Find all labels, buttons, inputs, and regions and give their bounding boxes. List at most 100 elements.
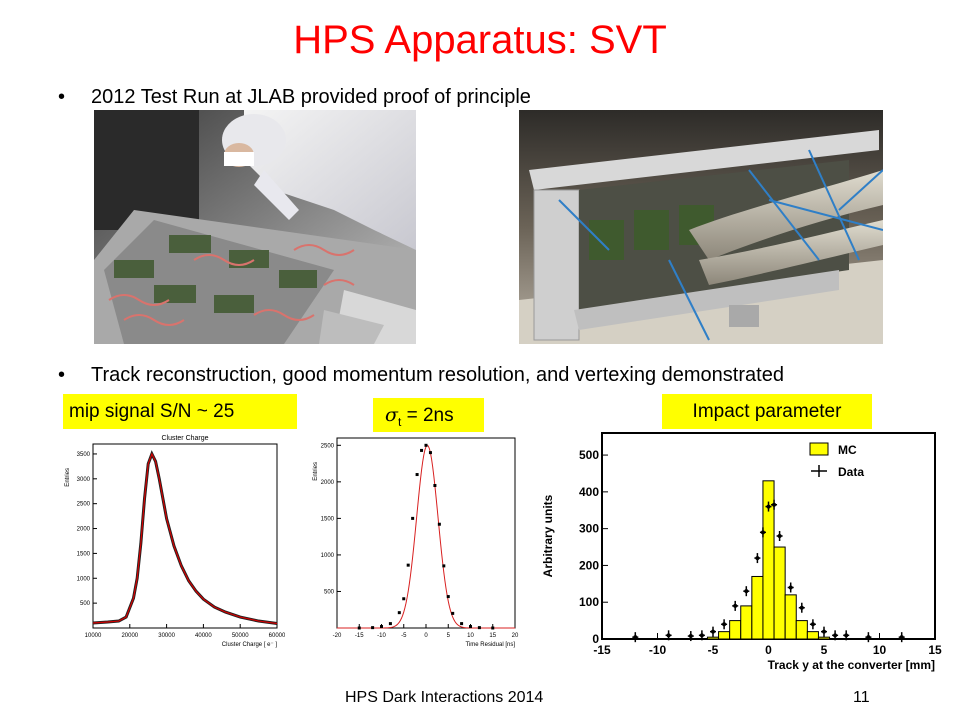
- x-tick-label: 5: [447, 633, 451, 639]
- x-tick-label: -20: [333, 633, 342, 639]
- x-tick-label: -5: [401, 633, 407, 639]
- data-point: [833, 633, 838, 638]
- data-point: [844, 633, 849, 638]
- chart-title: Cluster Charge: [161, 435, 208, 442]
- x-tick-label: -15: [593, 643, 611, 657]
- data-point: [415, 473, 419, 477]
- data-point: [766, 504, 771, 509]
- bullet-text: Track reconstruction, good momentum reso…: [91, 364, 784, 386]
- data-point: [428, 451, 432, 455]
- data-point: [633, 635, 638, 640]
- data-point: [424, 443, 428, 447]
- data-point: [388, 622, 392, 626]
- y-tick-label: 500: [324, 589, 335, 595]
- data-point: [777, 534, 782, 538]
- x-tick-label: -10: [377, 633, 386, 639]
- data-point: [469, 625, 472, 629]
- x-tick-label: 50000: [232, 633, 249, 639]
- bar-mc: [817, 636, 831, 640]
- data-point: [788, 585, 793, 590]
- x-tick-label: 5: [821, 643, 828, 657]
- y-tick-label: 1500: [77, 551, 91, 557]
- y-axis-label: Entries: [65, 468, 71, 487]
- data-point: [442, 564, 446, 568]
- bullet-item-1: • 2012 Test Run at JLAB provided proof o…: [58, 86, 531, 109]
- x-tick-label: 60000: [269, 633, 285, 639]
- x-tick-label: 20: [512, 633, 519, 639]
- data-point: [733, 603, 738, 608]
- x-tick-label: -10: [649, 643, 667, 657]
- page-number: 11: [853, 689, 870, 706]
- x-axis-label: Time Residual [ns]: [466, 642, 516, 648]
- bullet-text: 2012 Test Run at JLAB provided proof of …: [91, 86, 531, 108]
- y-tick-label: 3000: [77, 477, 91, 483]
- data-point: [477, 626, 481, 630]
- data-point: [380, 625, 383, 629]
- bar-mc: [806, 631, 819, 640]
- y-tick-label: 1000: [321, 553, 335, 559]
- chart-cluster-charge: 10000 20000 30000 40000 50000 60000 500 1000 150…: [55, 430, 286, 650]
- data-point: [406, 563, 410, 567]
- bar-mc: [729, 620, 742, 640]
- y-tick-label: 2000: [77, 527, 91, 533]
- photo-svt-assembly: [94, 110, 416, 344]
- data-point: [822, 629, 826, 634]
- data-point: [688, 634, 693, 639]
- y-tick-label: 500: [579, 448, 599, 462]
- y-tick-label: 2500: [77, 502, 91, 508]
- data-point: [711, 629, 715, 634]
- x-tick-label: -5: [708, 643, 719, 657]
- footer-text: HPS Dark Interactions 2014: [345, 689, 544, 706]
- data-point: [810, 622, 815, 627]
- data-point: [437, 522, 441, 526]
- legend-label-data: Data: [838, 465, 864, 479]
- y-tick-label: 2000: [321, 480, 335, 486]
- data-point: [666, 633, 671, 638]
- legend-label-mc: MC: [838, 443, 857, 457]
- x-axis-label: Track y at the converter [mm]: [768, 658, 935, 672]
- x-axis-label: Cluster Charge [ e⁻ ]: [222, 642, 278, 648]
- bar-mc: [751, 575, 764, 640]
- data-point: [357, 626, 361, 630]
- plot-frame: [336, 437, 516, 629]
- x-tick-label: 10000: [85, 633, 102, 639]
- x-tick-label: 10: [467, 633, 474, 639]
- y-tick-label: 1000: [77, 576, 91, 582]
- data-point: [433, 484, 437, 487]
- y-tick-label: 300: [579, 522, 599, 536]
- y-tick-label: 100: [579, 595, 599, 609]
- data-point: [371, 626, 375, 630]
- data-point: [899, 635, 904, 640]
- data-point: [755, 556, 760, 561]
- label-mip-signal: mip signal S/N ~ 25: [63, 394, 297, 429]
- legend-swatch-mc: [809, 442, 829, 456]
- x-tick-label: 15: [489, 633, 496, 639]
- plot-frame: [92, 443, 278, 629]
- x-tick-label: 10: [873, 643, 887, 657]
- y-axis-label: Arbitrary units: [541, 494, 555, 577]
- x-tick-label: 20000: [121, 633, 138, 639]
- bullet-dot: •: [58, 86, 66, 108]
- bar-mc: [795, 620, 808, 640]
- bullet-dot: •: [58, 364, 66, 386]
- data-point: [799, 605, 804, 610]
- chart-impact-parameter: -15 -10 -5 0 5 10 15 0 100 200 300 400 500 Track y at…: [532, 425, 942, 675]
- data-point: [772, 502, 777, 507]
- data-point: [744, 589, 749, 594]
- data-point: [402, 597, 406, 601]
- y-tick-label: 400: [579, 485, 599, 499]
- slide-title: HPS Apparatus: SVT: [293, 18, 667, 62]
- bar-mc: [706, 636, 720, 640]
- x-tick-label: -15: [355, 633, 364, 639]
- data-point: [411, 516, 415, 520]
- y-tick-label: 0: [592, 632, 599, 646]
- y-axis-label: Entries: [313, 462, 319, 481]
- photo-svt-frame: [519, 110, 883, 344]
- data-point: [760, 530, 765, 535]
- x-tick-label: 0: [424, 633, 428, 639]
- y-tick-label: 3500: [77, 452, 91, 458]
- data-point: [722, 622, 727, 627]
- data-point: [420, 448, 424, 452]
- chart-time-residual: -20 -15 -10 -5 0 5 10 15 20 500 1000 1500 2000 2500 Ti…: [307, 430, 522, 650]
- label-impact-parameter: Impact parameter: [662, 394, 872, 429]
